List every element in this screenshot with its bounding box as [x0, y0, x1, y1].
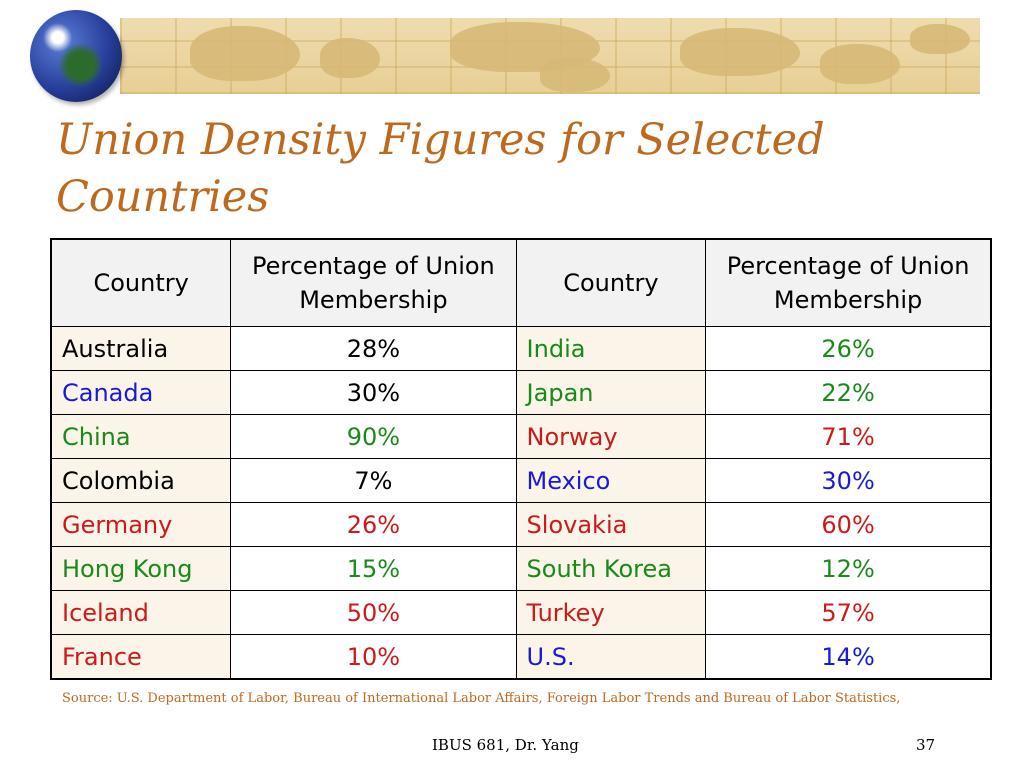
- table-row: China 90% Norway 71%: [50, 414, 992, 459]
- table-header-row: Country Percentage of Union Membership C…: [50, 238, 992, 327]
- percentage-cell: 57%: [705, 590, 992, 635]
- globe-highlight: [52, 30, 66, 44]
- country-cell: Turkey: [515, 590, 707, 635]
- slide-title: Union Density Figures for Selected Count…: [56, 115, 825, 222]
- percentage-cell: 22%: [705, 370, 992, 415]
- table-body: Australia 28% India 26% Canada 30% Japan 22% Chi…: [50, 326, 992, 680]
- percentage-cell: 30%: [705, 458, 992, 503]
- percentage-cell: 30%: [230, 370, 517, 415]
- country-cell: France: [50, 634, 232, 680]
- country-cell: India: [515, 326, 707, 371]
- country-cell: Japan: [515, 370, 707, 415]
- country-cell: Canada: [50, 370, 232, 415]
- country-cell: Mexico: [515, 458, 707, 503]
- world-map-banner: [120, 18, 980, 94]
- percentage-cell: 28%: [230, 326, 517, 371]
- country-cell: China: [50, 414, 232, 459]
- table-row: France 10% U.S. 14%: [50, 634, 992, 680]
- percentage-cell: 10%: [230, 634, 517, 680]
- country-cell: Colombia: [50, 458, 232, 503]
- table-row: Germany 26% Slovakia 60%: [50, 502, 992, 547]
- header-country: Country: [50, 238, 232, 327]
- percentage-cell: 90%: [230, 414, 517, 459]
- percentage-cell: 14%: [705, 634, 992, 680]
- header-percentage: Percentage of Union Membership: [705, 238, 992, 327]
- header-percentage: Percentage of Union Membership: [230, 238, 517, 327]
- country-cell: Iceland: [50, 590, 232, 635]
- percentage-cell: 26%: [230, 502, 517, 547]
- table-row: Hong Kong 15% South Korea 12%: [50, 546, 992, 591]
- percentage-cell: 50%: [230, 590, 517, 635]
- header-country: Country: [515, 238, 707, 327]
- footer-text: IBUS 681, Dr. Yang: [432, 736, 579, 754]
- table-row: Australia 28% India 26%: [50, 326, 992, 371]
- percentage-cell: 60%: [705, 502, 992, 547]
- table-row: Colombia 7% Mexico 30%: [50, 458, 992, 503]
- country-cell: U.S.: [515, 634, 707, 680]
- country-cell: Norway: [515, 414, 707, 459]
- country-cell: South Korea: [515, 546, 707, 591]
- percentage-cell: 71%: [705, 414, 992, 459]
- country-cell: Slovakia: [515, 502, 707, 547]
- percentage-cell: 26%: [705, 326, 992, 371]
- percentage-cell: 15%: [230, 546, 517, 591]
- percentage-cell: 12%: [705, 546, 992, 591]
- country-cell: Germany: [50, 502, 232, 547]
- source-note: Source: U.S. Department of Labor, Bureau…: [62, 691, 901, 706]
- union-density-table: Country Percentage of Union Membership C…: [50, 238, 992, 680]
- country-cell: Australia: [50, 326, 232, 371]
- page-number: 37: [916, 736, 936, 754]
- globe-icon: [30, 10, 122, 102]
- percentage-cell: 7%: [230, 458, 517, 503]
- table-row: Iceland 50% Turkey 57%: [50, 590, 992, 635]
- country-cell: Hong Kong: [50, 546, 232, 591]
- table-row: Canada 30% Japan 22%: [50, 370, 992, 415]
